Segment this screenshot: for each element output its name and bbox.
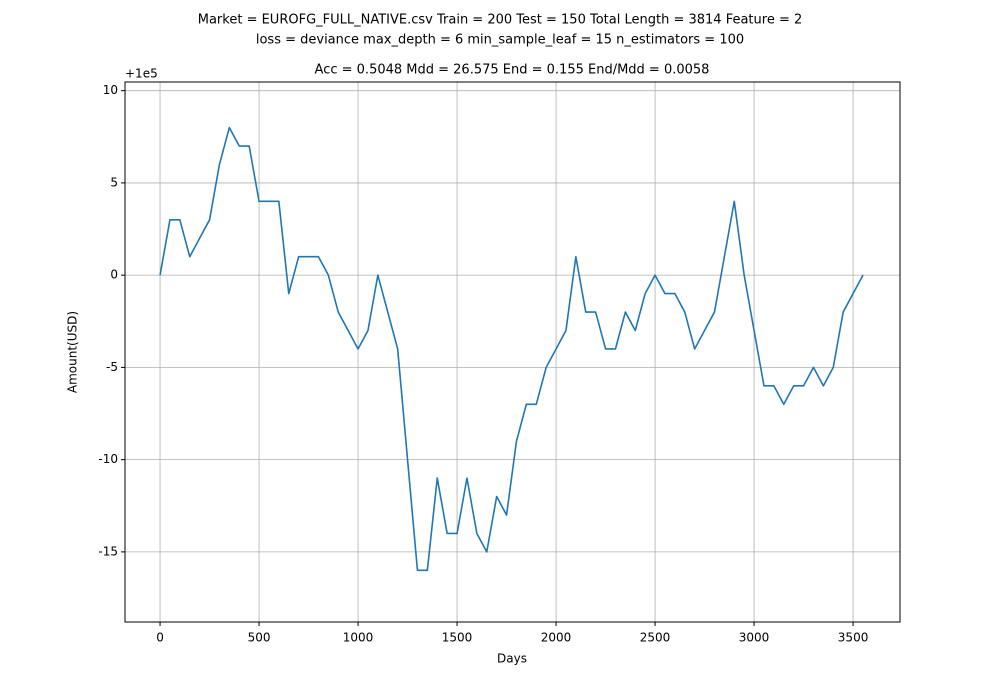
- y-tick-label: -10: [98, 452, 118, 466]
- suptitle-line: loss = deviance max_depth = 6 min_sample…: [256, 33, 744, 48]
- y-tick-label: 0: [110, 268, 118, 282]
- y-tick-label: 5: [110, 175, 118, 189]
- x-tick-label: 0: [156, 631, 164, 645]
- y-tick-label: -15: [98, 544, 118, 558]
- suptitle-line: Market = EUROFG_FULL_NATIVE.csv Train = …: [198, 13, 803, 28]
- y-tick-label: 10: [103, 83, 118, 97]
- axes-title: Acc = 0.5048 Mdd = 26.575 End = 0.155 En…: [315, 63, 710, 78]
- y-offset-label: +1e5: [125, 67, 158, 81]
- x-tick-label: 1500: [442, 631, 473, 645]
- x-axis-label: Days: [497, 652, 527, 666]
- x-tick-label: 3500: [838, 631, 869, 645]
- x-tick-label: 500: [248, 631, 271, 645]
- axes-frame: [124, 81, 901, 623]
- x-tick-label: 2500: [640, 631, 671, 645]
- data-line: [159, 126, 864, 572]
- x-tick-label: 3000: [739, 631, 770, 645]
- y-axis-label: Amount(USD): [66, 311, 80, 393]
- x-tick-label: 1000: [343, 631, 374, 645]
- y-tick-label: -5: [106, 360, 118, 374]
- x-tick-label: 2000: [541, 631, 572, 645]
